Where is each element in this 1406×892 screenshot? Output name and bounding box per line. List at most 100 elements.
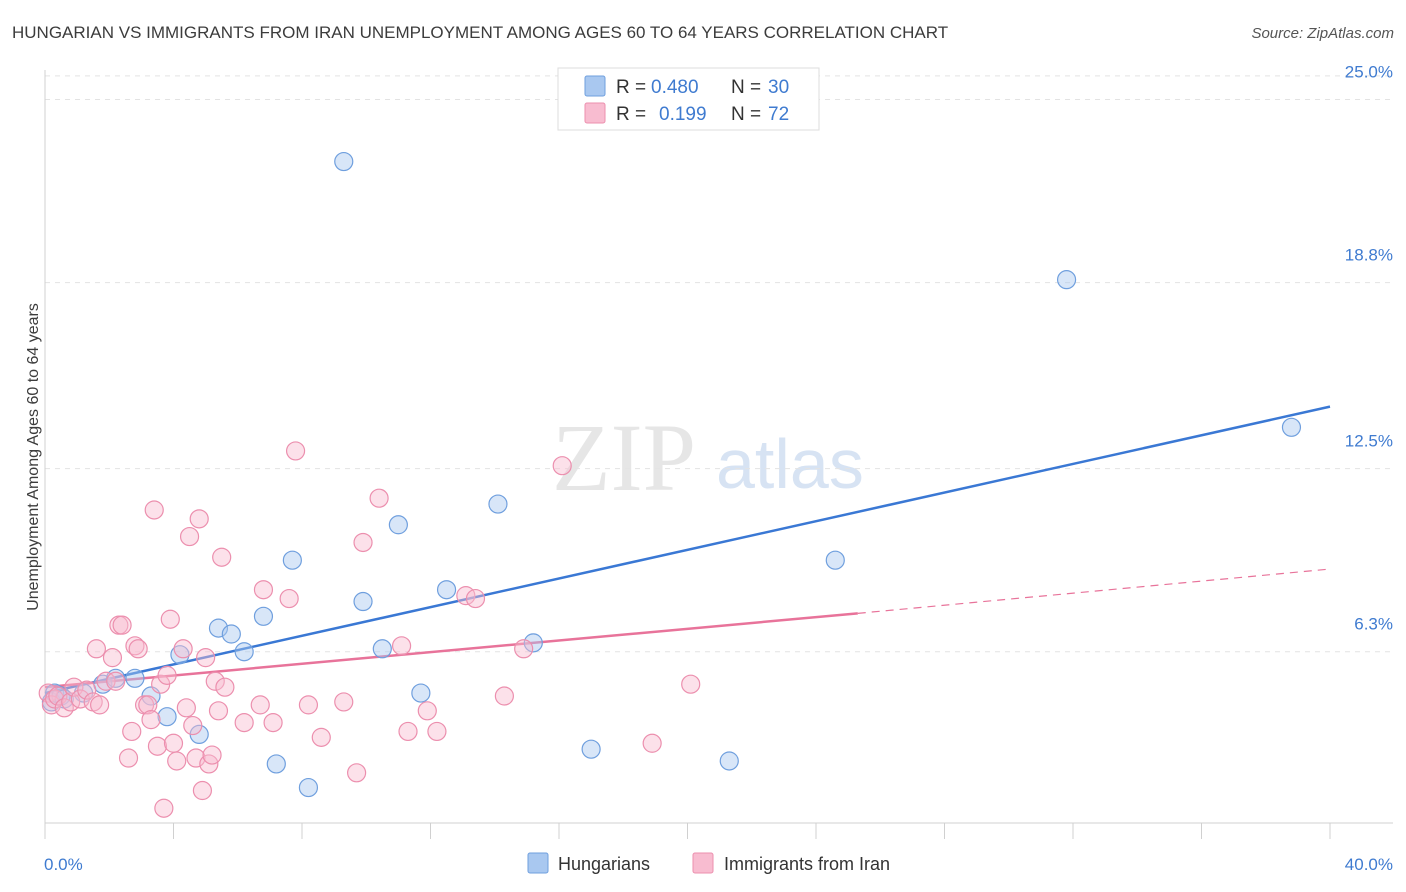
point-hungarians-28 bbox=[719, 751, 739, 771]
point-iran-27 bbox=[154, 798, 174, 818]
point-hungarians-31 bbox=[1281, 417, 1302, 437]
point-iran-52 bbox=[298, 695, 319, 715]
point-iran-22 bbox=[138, 695, 158, 715]
point-iran-56 bbox=[353, 532, 373, 553]
watermark-zip: ZIP bbox=[552, 404, 696, 511]
legend-bottom-label-iran: Immigrants from Iran bbox=[724, 854, 890, 874]
point-iran-19 bbox=[125, 636, 145, 656]
x-tick-label-min: 0.0% bbox=[44, 855, 83, 874]
point-iran-54 bbox=[334, 692, 354, 712]
legend-top: R = 0.480 N = 30 R = 0.199 N = 72 bbox=[557, 67, 820, 131]
point-hungarians-14 bbox=[234, 642, 254, 662]
point-iran-25 bbox=[147, 736, 168, 756]
point-hungarians-24 bbox=[436, 580, 457, 600]
point-iran-61 bbox=[427, 721, 447, 742]
legend-n-value-iran: 72 bbox=[768, 104, 789, 125]
point-iran-16 bbox=[112, 615, 132, 635]
legend-n-label-hungarians: N = bbox=[731, 77, 761, 98]
point-iran-53 bbox=[311, 727, 331, 747]
point-hungarians-15 bbox=[253, 606, 274, 626]
point-iran-44 bbox=[212, 547, 232, 567]
y-axis-label: Unemployment Among Ages 60 to 64 years bbox=[25, 303, 42, 611]
point-hungarians-19 bbox=[334, 151, 354, 172]
point-hungarians-27 bbox=[581, 739, 601, 759]
point-iran-59 bbox=[398, 721, 418, 742]
trendline-2 bbox=[857, 568, 1331, 614]
point-iran-42 bbox=[205, 671, 225, 691]
point-iran-20 bbox=[128, 639, 148, 659]
point-iran-38 bbox=[192, 780, 213, 801]
point-iran-32 bbox=[173, 639, 193, 659]
point-iran-47 bbox=[250, 695, 270, 715]
point-iran-8 bbox=[77, 680, 97, 700]
point-iran-68 bbox=[681, 674, 701, 694]
point-hungarians-23 bbox=[411, 683, 431, 703]
point-iran-17 bbox=[118, 748, 139, 768]
trendline-1 bbox=[44, 612, 858, 689]
point-iran-51 bbox=[285, 441, 306, 461]
point-iran-29 bbox=[160, 609, 180, 629]
gridlines bbox=[45, 75, 1393, 653]
point-iran-11 bbox=[90, 695, 110, 715]
point-iran-13 bbox=[102, 648, 123, 668]
point-hungarians-9 bbox=[157, 707, 177, 727]
point-iran-10 bbox=[86, 639, 107, 659]
point-hungarians-21 bbox=[372, 639, 392, 659]
point-iran-41 bbox=[202, 745, 222, 765]
data-points bbox=[38, 151, 1302, 818]
legend-bottom: Hungarians Immigrants from Iran bbox=[527, 852, 890, 874]
watermark: ZIP atlas bbox=[552, 404, 864, 511]
point-hungarians-25 bbox=[488, 494, 508, 514]
point-iran-24 bbox=[144, 500, 164, 520]
x-tick-label-max: 40.0% bbox=[1345, 855, 1393, 874]
legend-n-value-hungarians: 30 bbox=[768, 77, 789, 98]
point-iran-14 bbox=[106, 671, 126, 691]
point-hungarians-17 bbox=[282, 550, 302, 570]
point-iran-31 bbox=[167, 751, 187, 771]
legend-r-value-hungarians: 0.480 bbox=[651, 77, 699, 98]
point-iran-34 bbox=[179, 526, 200, 547]
point-hungarians-16 bbox=[266, 754, 286, 774]
trendlines bbox=[44, 405, 1331, 695]
y-tick-labels: 6.3% 12.5% 18.8% 25.0% bbox=[1345, 63, 1393, 634]
point-iran-55 bbox=[347, 763, 367, 783]
point-hungarians-13 bbox=[221, 624, 241, 644]
point-iran-18 bbox=[122, 721, 142, 742]
point-iran-64 bbox=[494, 686, 514, 706]
point-iran-45 bbox=[215, 677, 235, 697]
point-iran-63 bbox=[465, 588, 486, 609]
point-iran-50 bbox=[279, 588, 299, 609]
point-hungarians-26 bbox=[523, 633, 543, 653]
source-label: Source: ZipAtlas.com bbox=[1251, 25, 1394, 42]
point-iran-35 bbox=[183, 715, 203, 736]
point-iran-33 bbox=[176, 698, 196, 718]
point-iran-58 bbox=[391, 636, 412, 656]
point-hungarians-20 bbox=[353, 591, 373, 612]
legend-bottom-swatch-hungarians bbox=[527, 852, 549, 874]
point-iran-37 bbox=[189, 509, 209, 529]
y-tick-label-1: 12.5% bbox=[1345, 432, 1393, 451]
point-hungarians-22 bbox=[388, 515, 408, 535]
legend-r-label-hungarians: R = bbox=[616, 77, 646, 98]
point-hungarians-18 bbox=[298, 777, 319, 798]
point-iran-48 bbox=[253, 580, 274, 600]
point-iran-57 bbox=[369, 488, 389, 508]
point-iran-28 bbox=[157, 665, 177, 685]
point-iran-66 bbox=[552, 456, 572, 476]
point-hungarians-10 bbox=[170, 645, 190, 665]
y-tick-label-3: 25.0% bbox=[1345, 63, 1393, 82]
legend-bottom-label-hungarians: Hungarians bbox=[558, 854, 650, 874]
point-iran-43 bbox=[208, 701, 229, 721]
point-hungarians-30 bbox=[1056, 270, 1077, 290]
point-hungarians-7 bbox=[125, 668, 145, 688]
point-hungarians-29 bbox=[825, 550, 845, 570]
y-tick-label-0: 6.3% bbox=[1354, 615, 1393, 634]
point-iran-49 bbox=[263, 712, 283, 733]
point-iran-30 bbox=[163, 733, 184, 753]
axes bbox=[44, 70, 1393, 839]
point-iran-23 bbox=[141, 710, 161, 730]
point-iran-67 bbox=[642, 733, 662, 753]
point-iran-46 bbox=[234, 712, 254, 733]
legend-swatch-iran bbox=[584, 102, 606, 124]
